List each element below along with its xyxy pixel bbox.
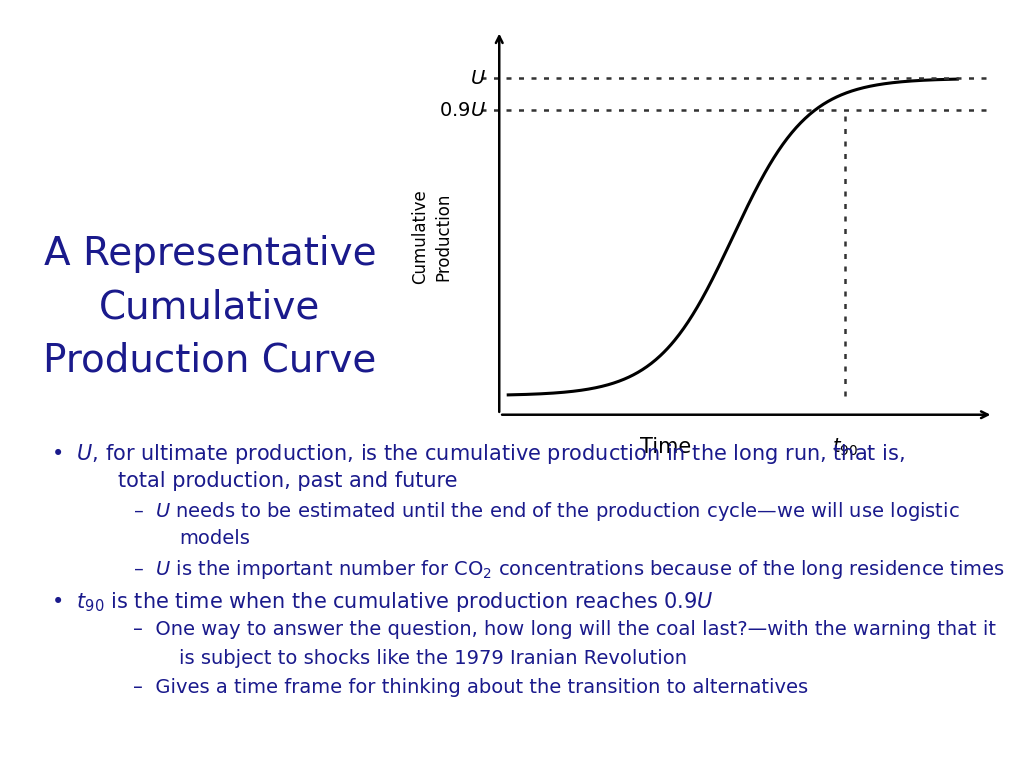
Text: –  $U$ is the important number for CO$_2$ concentrations because of the long res: – $U$ is the important number for CO$_2$… bbox=[133, 558, 1006, 581]
Text: •  $t_{90}$ is the time when the cumulative production reaches $0.9U$: • $t_{90}$ is the time when the cumulati… bbox=[51, 591, 714, 614]
Text: –  Gives a time frame for thinking about the transition to alternatives: – Gives a time frame for thinking about … bbox=[133, 678, 808, 697]
Text: is subject to shocks like the 1979 Iranian Revolution: is subject to shocks like the 1979 Irani… bbox=[179, 649, 687, 668]
Text: –  One way to answer the question, how long will the coal last?—with the warning: – One way to answer the question, how lo… bbox=[133, 620, 996, 639]
Text: $t_{90}$: $t_{90}$ bbox=[833, 437, 858, 458]
Text: –  $U$ needs to be estimated until the end of the production cycle—we will use l: – $U$ needs to be estimated until the en… bbox=[133, 500, 959, 523]
Text: Cumulative
Production: Cumulative Production bbox=[411, 190, 453, 284]
Text: Time: Time bbox=[640, 437, 691, 457]
Text: total production, past and future: total production, past and future bbox=[118, 471, 458, 491]
Text: A Representative
Cumulative
Production Curve: A Representative Cumulative Production C… bbox=[43, 235, 377, 379]
Text: •  $U$, for ultimate production, is the cumulative production in the long run, t: • $U$, for ultimate production, is the c… bbox=[51, 442, 905, 465]
Text: $U$: $U$ bbox=[470, 69, 485, 88]
Text: models: models bbox=[179, 529, 250, 548]
Text: $0.9U$: $0.9U$ bbox=[439, 101, 485, 120]
